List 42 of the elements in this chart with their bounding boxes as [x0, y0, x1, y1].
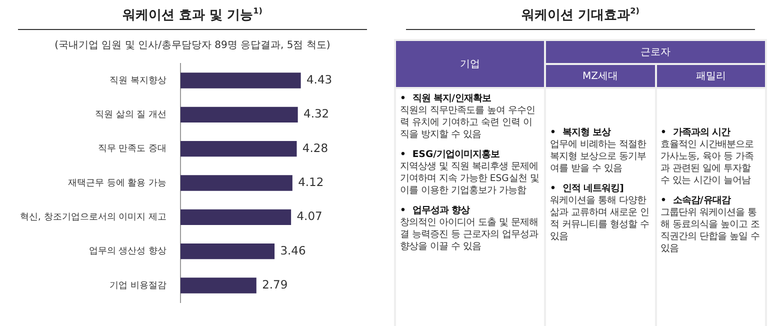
chart-title: 워케이션 효과 및 기능$^{1)}$ [18, 6, 367, 30]
bar [180, 106, 298, 122]
chart-subtitle: (국내기업 임원 및 인사/총무담당자 89명 응답결과, 5점 척도) [54, 39, 332, 52]
y-tick-label: 직원 삶의 질 개선 [94, 110, 166, 120]
text: • 소속감/유대감 [660, 195, 732, 207]
text: • ESG/기업이미지홍보 [400, 149, 500, 161]
text: • 인적 네트워킹] [550, 183, 625, 195]
bar [180, 141, 297, 157]
text: 직원의 직무만족도를 높여 우수인력 유치에 기여하고 숙련 인력 이직을 방지할 수 있음 [400, 105, 535, 140]
text: 지역상생 및 직원 복리후생 문제에 기여하며 지속 가능한 ESG실천 및 이를 이용한 기업홍보가 가능함 [400, 161, 539, 196]
data-label: 2.79 [262, 278, 288, 292]
text: 근로자 [546, 41, 765, 63]
bar [180, 278, 256, 294]
y-tick-label: 재택근무 등에 활용 가능 [68, 178, 166, 188]
text: 창의적인 아이디어 도출 및 문제해결 능력증진 등 근로자의 업무성과 향상을 이끌 수 있음 [400, 217, 538, 252]
text: 워케이션 기대효과$^{2)}$ [406, 6, 755, 30]
text: 효율적인 시간배분으로 가사노동, 육아 등 가족과 관련된 일에 투자할 수 있는 시간이 늘어남 [660, 139, 754, 186]
data-label: 4.28 [302, 140, 328, 155]
text: 업무에 비례하는 적절한 복지형 보상으로 동기부여를 받을 수 있음 [550, 139, 646, 174]
text: MZ세대 [546, 65, 654, 87]
bar [180, 244, 275, 260]
text: • 직원 복지/인재확보 [400, 93, 492, 105]
text: 기업 [396, 41, 544, 87]
text: 그룹단위 워케이션을 통해 동료의식을 높이고 조직권간의 단합을 높일 수 있음 [660, 207, 760, 254]
bar [180, 175, 292, 191]
data-label: 4.32 [304, 106, 330, 121]
y-tick-label: 기업 비용절감 [110, 280, 166, 291]
text: • 복지형 보상 [550, 127, 612, 139]
text: • 가족과의 시간 [660, 127, 732, 139]
y-tick-label: 업무의 생산성 향상 [88, 246, 166, 257]
y-tick-label: 직원 복지향상 [110, 76, 166, 86]
y-tick-label: 직무 만족도 증대 [98, 144, 166, 154]
data-label: 4.12 [298, 174, 324, 189]
y-tick-label: 혁신, 창조기업으로서의 이미지 제고 [20, 212, 166, 223]
data-label: 3.46 [280, 243, 306, 258]
text: 패밀리 [656, 65, 765, 87]
data-label: 4.43 [306, 72, 332, 86]
text: 워케이션을 통해 다양한 삶과 교류하며 새로운 인적 커뮤니티를 형성할 수 있음 [550, 195, 649, 242]
data-label: 4.07 [296, 209, 322, 224]
bar [180, 72, 301, 88]
bar [180, 209, 292, 225]
text: • 업무성과 향상 [400, 205, 471, 217]
